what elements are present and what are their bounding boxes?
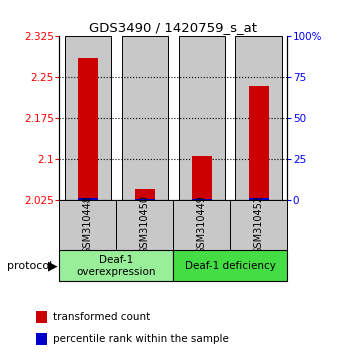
Bar	[78, 198, 98, 200]
Text: GSM310452: GSM310452	[254, 195, 264, 255]
Bar	[135, 189, 155, 200]
Text: transformed count: transformed count	[53, 312, 151, 322]
Text: protocol: protocol	[7, 261, 52, 271]
FancyBboxPatch shape	[116, 200, 173, 250]
Text: GSM310449: GSM310449	[197, 195, 207, 254]
Bar	[36, 311, 47, 323]
FancyBboxPatch shape	[173, 250, 287, 281]
Bar	[36, 333, 47, 345]
FancyBboxPatch shape	[173, 200, 231, 250]
Title: GDS3490 / 1420759_s_at: GDS3490 / 1420759_s_at	[89, 21, 257, 34]
Bar	[135, 199, 155, 200]
Bar	[178, 36, 225, 200]
Text: GSM310450: GSM310450	[140, 195, 150, 254]
FancyBboxPatch shape	[59, 250, 173, 281]
Text: Deaf-1
overexpression: Deaf-1 overexpression	[77, 255, 156, 277]
Bar	[65, 36, 111, 200]
Bar	[249, 86, 269, 200]
Text: Deaf-1 deficiency: Deaf-1 deficiency	[185, 261, 276, 271]
Text: GSM310448: GSM310448	[83, 195, 93, 254]
Bar	[192, 199, 212, 200]
FancyBboxPatch shape	[231, 200, 287, 250]
Text: ▶: ▶	[48, 259, 57, 272]
Bar	[122, 36, 168, 200]
Bar	[78, 58, 98, 200]
FancyBboxPatch shape	[59, 200, 116, 250]
Bar	[192, 156, 212, 200]
Bar	[249, 198, 269, 200]
Text: percentile rank within the sample: percentile rank within the sample	[53, 334, 229, 344]
Bar	[236, 36, 282, 200]
